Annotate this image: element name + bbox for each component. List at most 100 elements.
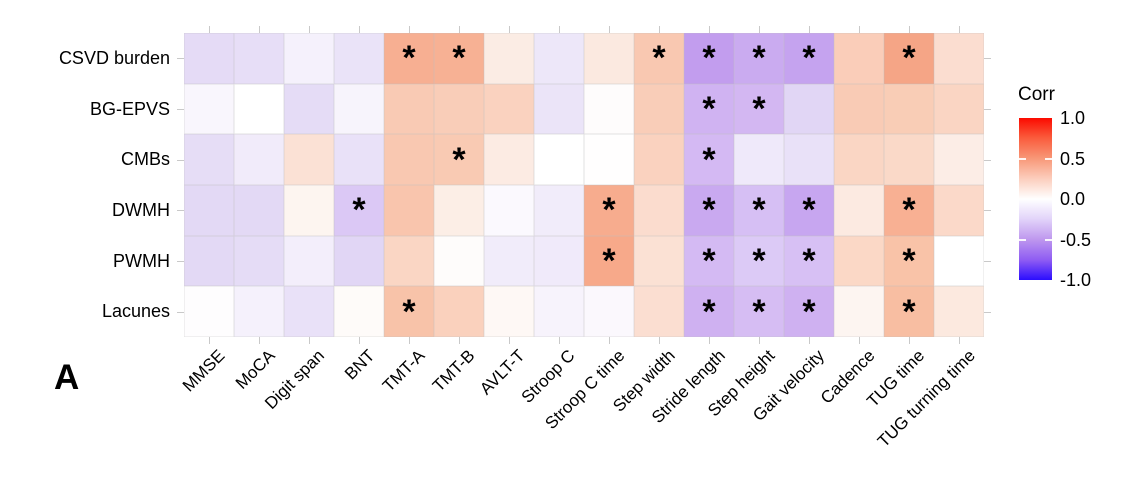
heatmap-cell: [184, 235, 234, 287]
x-axis-label: Stride length: [647, 346, 729, 427]
heatmap-cell: [934, 33, 984, 84]
axis-tick: [409, 26, 410, 33]
x-axis-label: TUG turning time: [873, 346, 979, 451]
heatmap-cell: [384, 134, 434, 185]
heatmap-cell: [834, 33, 884, 84]
heatmap-cell: [234, 83, 284, 135]
heatmap-cell: [384, 185, 434, 236]
axis-tick: [509, 337, 510, 344]
heatmap-cell: [934, 83, 984, 135]
axis-tick: [259, 337, 260, 344]
axis-tick: [984, 210, 991, 212]
axis-tick: [909, 26, 910, 33]
axis-tick: [659, 26, 660, 33]
axis-tick: [809, 26, 810, 33]
heatmap-cell: *: [684, 83, 734, 135]
heatmap-cell: *: [734, 185, 784, 236]
heatmap-grid: * * * * * * * * * * * * * * * * * * * * * * * * * * *: [184, 33, 984, 337]
axis-tick: [559, 337, 560, 344]
heatmap-cell: [334, 33, 384, 84]
heatmap-cell: [284, 134, 334, 185]
x-axis-label: MoCA: [231, 346, 279, 393]
heatmap-cell: *: [584, 185, 634, 236]
x-axis-label: Step height: [704, 346, 779, 421]
heatmap-cell: [634, 286, 684, 337]
heatmap-cell: *: [884, 235, 934, 287]
x-axis-label: Step width: [608, 346, 679, 416]
heatmap-cell: *: [734, 33, 784, 84]
heatmap-cell: *: [884, 185, 934, 236]
heatmap-cell: [284, 235, 334, 287]
heatmap-cell: *: [784, 286, 834, 337]
x-axis-label: Stroop C time: [541, 346, 629, 433]
axis-tick: [509, 26, 510, 33]
axis-tick: [459, 337, 460, 344]
heatmap-cell: [934, 286, 984, 337]
heatmap-cell: [184, 83, 234, 135]
axis-tick: [984, 58, 991, 60]
heatmap-cell: [384, 83, 434, 135]
axis-tick: [959, 26, 960, 33]
heatmap-cell: *: [684, 134, 734, 185]
x-axis-label: Cadence: [816, 346, 879, 408]
heatmap-cell: *: [384, 286, 434, 337]
y-axis-label: Lacunes: [101, 301, 170, 322]
axis-tick: [609, 26, 610, 33]
heatmap-cell: [934, 134, 984, 185]
heatmap-cell: *: [684, 286, 734, 337]
heatmap-cell: *: [734, 235, 784, 287]
x-axis-label: Gait velocity: [749, 346, 829, 425]
heatmap-cell: [434, 235, 484, 287]
legend-title: Corr: [1018, 84, 1055, 105]
heatmap-cell: [484, 286, 534, 337]
x-axis-label: TMT-A: [378, 346, 429, 396]
heatmap-cell: [584, 134, 634, 185]
axis-tick: [409, 337, 410, 344]
legend-tick-label: -0.5: [1060, 229, 1092, 250]
legend-tick-label: 0.0: [1060, 189, 1086, 209]
axis-tick: [177, 58, 184, 60]
heatmap-cell: [184, 33, 234, 84]
heatmap-cell: [434, 83, 484, 135]
heatmap-cell: [334, 235, 384, 287]
heatmap-cell: [584, 33, 634, 84]
colorbar-tick: [1045, 238, 1052, 241]
heatmap-cell: [634, 185, 684, 236]
heatmap-cell: [334, 83, 384, 135]
heatmap-cell: [584, 286, 634, 337]
heatmap-cell: [884, 134, 934, 185]
heatmap-cell: *: [634, 33, 684, 84]
heatmap-cell: [784, 134, 834, 185]
heatmap-cell: [484, 33, 534, 84]
axis-tick: [659, 337, 660, 344]
heatmap-cell: *: [384, 33, 434, 84]
colorbar-tick: [1019, 238, 1026, 241]
heatmap-cell: [184, 286, 234, 337]
axis-tick: [177, 159, 184, 161]
axis-tick: [177, 109, 184, 110]
axis-tick: [809, 337, 810, 344]
heatmap-cell: [734, 134, 784, 185]
colorbar-tick: [1045, 157, 1052, 160]
heatmap-cell: [634, 83, 684, 135]
heatmap-cell: *: [784, 235, 834, 287]
y-axis-labels: CSVD burden BG-EPVS CMBs DWMH PWMH Lacunes: [0, 33, 170, 337]
axis-tick: [177, 311, 184, 313]
y-axis-label: BG-EPVS: [89, 98, 170, 119]
heatmap-cell: *: [884, 33, 934, 84]
axis-tick: [459, 26, 460, 33]
axis-tick: [759, 26, 760, 33]
heatmap-cell: [384, 235, 434, 287]
x-axis-label: TUG time: [863, 346, 929, 411]
axis-tick: [259, 26, 260, 33]
heatmap-cell: [184, 185, 234, 236]
heatmap-cell: [484, 83, 534, 135]
heatmap-cell: *: [784, 185, 834, 236]
x-axis-label: AVLT-T: [476, 346, 529, 399]
heatmap-cell: [484, 235, 534, 287]
heatmap-cell: [484, 134, 534, 185]
axis-tick: [859, 337, 860, 344]
heatmap-cell: [484, 185, 534, 236]
heatmap-cell: [634, 235, 684, 287]
